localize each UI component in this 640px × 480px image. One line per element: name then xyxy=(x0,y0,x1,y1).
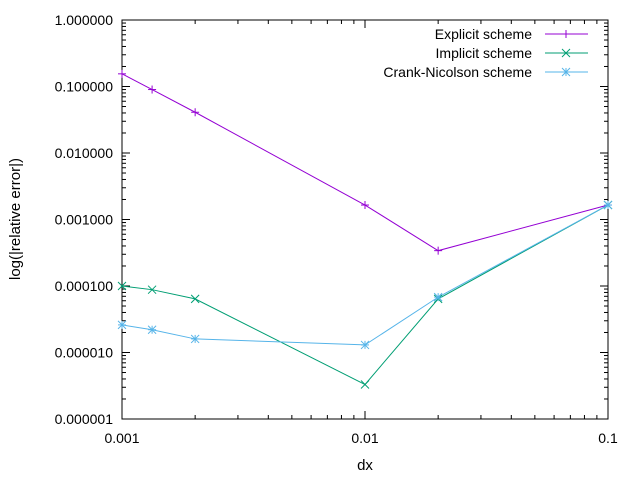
data-point xyxy=(433,292,443,302)
data-point xyxy=(117,320,127,330)
x-tick-label: 0.1 xyxy=(598,430,618,446)
data-point xyxy=(190,334,200,344)
plot-frame xyxy=(121,19,609,420)
data-point xyxy=(117,281,127,291)
legend-marker xyxy=(561,48,571,58)
data-point xyxy=(147,285,157,295)
y-axis-title: log(|relative error|) xyxy=(7,158,24,280)
axis-ticks: 1.000000 0.100000 0.010000 0.001000 0.000100… xyxy=(55,12,618,446)
data-point xyxy=(190,294,200,304)
data-point xyxy=(360,340,370,350)
data-point xyxy=(360,380,370,389)
y-tick-label: 1.000000 xyxy=(55,12,114,28)
data-point xyxy=(118,69,126,78)
series-markers xyxy=(117,69,613,389)
data-point xyxy=(434,246,443,255)
data-point xyxy=(148,85,157,94)
x-tick-label: 0.01 xyxy=(351,430,378,446)
legend: Explicit scheme Implicit scheme Crank-Nico… xyxy=(383,26,588,80)
y-tick-label: 0.000010 xyxy=(55,345,114,361)
y-tick-label: 0.000001 xyxy=(55,411,114,427)
x-tick-label: 0.001 xyxy=(104,430,139,446)
legend-marker xyxy=(561,67,571,77)
legend-label: Implicit scheme xyxy=(436,45,533,61)
series-line-2 xyxy=(121,204,609,386)
data-point xyxy=(361,201,369,210)
series-line-3 xyxy=(121,204,609,346)
x-axis-title: dx xyxy=(357,457,373,474)
legend-label: Crank-Nicolson scheme xyxy=(383,64,532,80)
data-point xyxy=(603,200,613,210)
series-lines xyxy=(121,73,609,386)
y-tick-label: 0.010000 xyxy=(55,145,114,161)
y-tick-label: 0.001000 xyxy=(55,212,114,228)
data-point xyxy=(147,325,157,335)
legend-marker xyxy=(562,30,570,38)
legend-label: Explicit scheme xyxy=(435,26,532,42)
y-tick-label: 0.100000 xyxy=(55,79,114,95)
series-line-1 xyxy=(121,73,609,252)
y-tick-label: 0.000100 xyxy=(55,278,114,294)
data-point xyxy=(191,108,200,117)
